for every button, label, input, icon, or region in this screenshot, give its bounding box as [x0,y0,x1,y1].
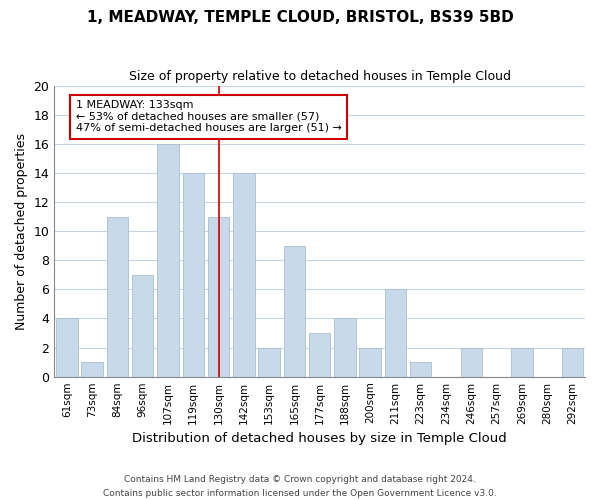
Bar [461,348,482,376]
Y-axis label: Number of detached properties: Number of detached properties [15,132,28,330]
Bar [182,173,204,376]
Bar [208,216,229,376]
Bar [334,318,356,376]
Bar [562,348,583,376]
Bar [511,348,533,376]
Bar [107,216,128,376]
Title: Size of property relative to detached houses in Temple Cloud: Size of property relative to detached ho… [128,70,511,83]
Bar [82,362,103,376]
Bar [259,348,280,376]
Bar [233,173,254,376]
Bar [157,144,179,376]
Bar [56,318,77,376]
Bar [284,246,305,376]
Bar [359,348,381,376]
Bar [410,362,431,376]
Text: Contains HM Land Registry data © Crown copyright and database right 2024.
Contai: Contains HM Land Registry data © Crown c… [103,476,497,498]
X-axis label: Distribution of detached houses by size in Temple Cloud: Distribution of detached houses by size … [132,432,507,445]
Bar [132,275,154,376]
Bar [385,290,406,376]
Bar [309,333,331,376]
Text: 1, MEADWAY, TEMPLE CLOUD, BRISTOL, BS39 5BD: 1, MEADWAY, TEMPLE CLOUD, BRISTOL, BS39 … [86,10,514,25]
Text: 1 MEADWAY: 133sqm
← 53% of detached houses are smaller (57)
47% of semi-detached: 1 MEADWAY: 133sqm ← 53% of detached hous… [76,100,341,134]
